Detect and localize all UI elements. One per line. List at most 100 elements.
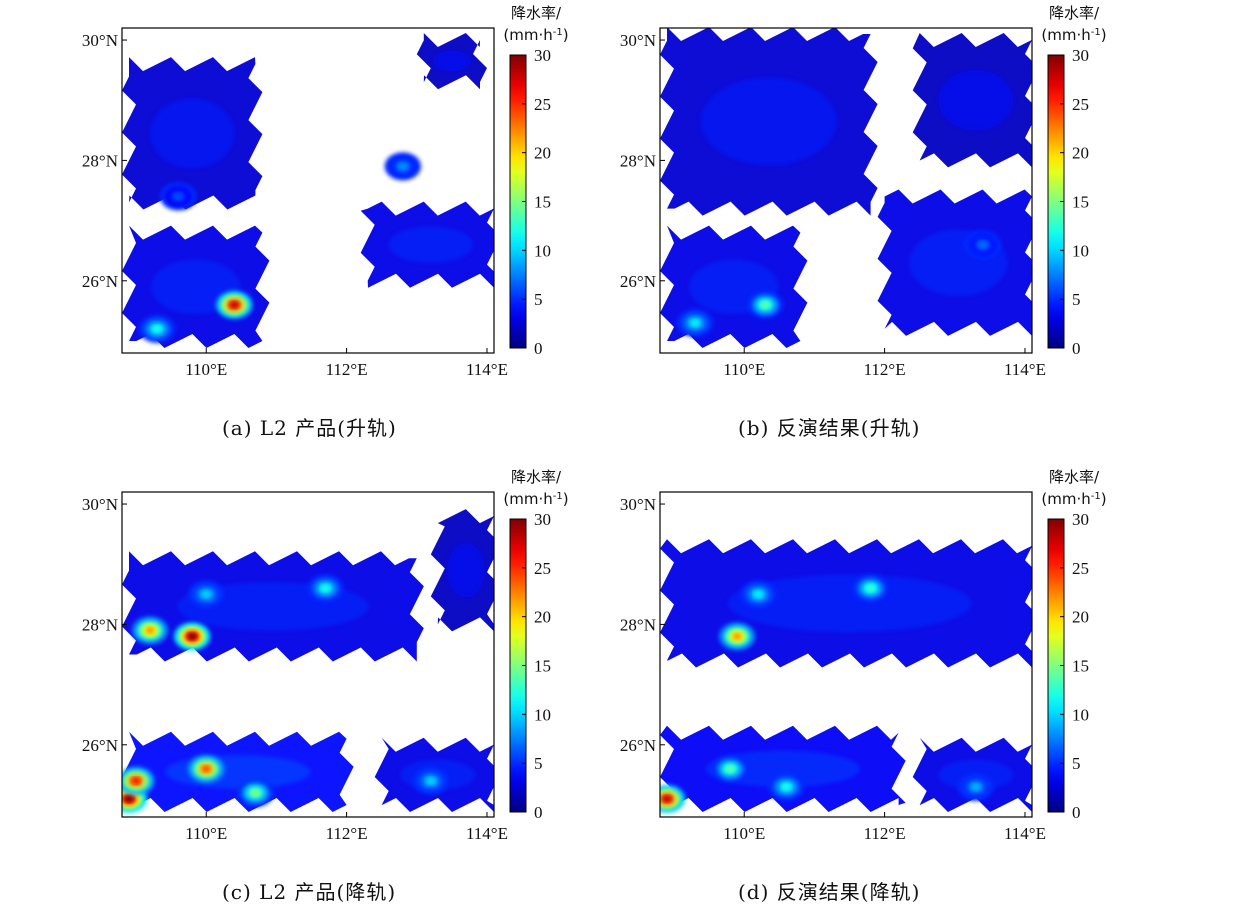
colorbar-tick-label: 25 [1072, 559, 1089, 578]
rain-region-core [727, 574, 972, 632]
rain-region-core [938, 70, 1014, 131]
rain-cell [398, 162, 408, 170]
rain-cell [690, 319, 700, 327]
x-tick-label: 110°E [185, 824, 227, 843]
rain-cell [201, 765, 211, 773]
rain-region-core [388, 226, 473, 263]
plot-frame [659, 491, 1033, 818]
rain-region-core [150, 98, 235, 168]
rain-cell [866, 584, 876, 592]
rain-cell [725, 765, 735, 773]
y-tick-label: 28°N [82, 151, 118, 170]
y-tick-label: 28°N [620, 615, 656, 634]
colorbar-tick-label: 10 [534, 705, 551, 724]
rain-cell [187, 632, 197, 640]
colorbar-tick-label: 5 [534, 290, 543, 309]
rain-cell [321, 584, 330, 592]
colorbar-tick-label: 15 [1072, 657, 1089, 676]
x-tick-label: 114°E [1004, 824, 1046, 843]
rain-cell [732, 632, 742, 640]
x-tick-label: 114°E [1004, 360, 1046, 379]
y-tick-label: 28°N [620, 151, 656, 170]
rain-cell [124, 795, 134, 803]
colorbar-title: 降水率/ [511, 468, 562, 486]
colorbar-tick-label: 25 [534, 95, 551, 114]
rain-cell [760, 301, 770, 309]
caption-a: (a) L2 产品(升轨) [222, 416, 397, 440]
rain-cell [971, 783, 981, 791]
precipitation-map-c: 110°E 112°E 114°E 30°N 28°N 26°N 0 5 10 15 20 25 30 降… [82, 468, 569, 843]
colorbar-title: 降水率/ [1049, 4, 1100, 22]
plot-frame [659, 27, 1033, 354]
rain-cell [781, 783, 791, 791]
caption-c: (c) L2 产品(降轨) [222, 880, 397, 904]
rain-cell [426, 777, 436, 785]
caption-d: (d) 反演结果(降轨) [738, 880, 921, 904]
colorbar-tick-label: 30 [1072, 46, 1089, 65]
colorbar-tick-label: 30 [534, 510, 551, 529]
colorbar-tick-label: 20 [534, 144, 551, 163]
chart-panel-d: 110°E 112°E 114°E 30°N 28°N 26°N 0 5 10 15 20 25 30 降… [538, 464, 1138, 914]
rain-region-core [433, 50, 471, 72]
y-tick-label: 26°N [620, 272, 656, 291]
colorbar-tick-label: 10 [1072, 705, 1089, 724]
rain-cell [173, 193, 183, 200]
colorbar-tick-label: 30 [1072, 510, 1089, 529]
y-tick-label: 30°N [620, 495, 656, 514]
x-tick-label: 112°E [326, 360, 368, 379]
colorbar-tick-label: 25 [534, 559, 551, 578]
colorbar-unit: (mm·h-1) [1041, 26, 1106, 44]
rain-cell [753, 590, 763, 598]
chart-panel-c: 110°E 112°E 114°E 30°N 28°N 26°N 0 5 10 15 20 25 30 降… [0, 464, 600, 914]
colorbar-tick-label: 0 [1072, 339, 1081, 358]
colorbar-tick-label: 0 [1072, 803, 1081, 822]
colorbar-unit: (mm·h-1) [503, 26, 568, 44]
rain-field-group [660, 28, 1032, 348]
colorbar-tick-label: 15 [1072, 193, 1089, 212]
plot-frame [121, 491, 495, 818]
y-tick-label: 30°N [82, 31, 118, 50]
y-tick-label: 28°N [82, 615, 118, 634]
rain-cell [145, 626, 155, 634]
rain-cell [131, 777, 141, 785]
colorbar-tick-label: 5 [1072, 754, 1081, 773]
x-tick-label: 114°E [466, 360, 508, 379]
x-tick-label: 114°E [466, 824, 508, 843]
caption-b: (b) 反演结果(升轨) [738, 416, 921, 440]
y-tick-label: 30°N [620, 31, 656, 50]
rain-region-core [701, 77, 837, 165]
colorbar-title: 降水率/ [511, 4, 562, 22]
x-tick-label: 110°E [185, 360, 227, 379]
rain-cell [152, 325, 162, 333]
colorbar-tick-label: 5 [1072, 290, 1081, 309]
x-tick-label: 112°E [864, 824, 906, 843]
rain-cell [662, 795, 672, 803]
precipitation-map-d: 110°E 112°E 114°E 30°N 28°N 26°N 0 5 10 15 20 25 30 降… [620, 468, 1107, 843]
rain-field-group [660, 539, 1032, 813]
colorbar-tick-label: 25 [1072, 95, 1089, 114]
colorbar-title: 降水率/ [1049, 468, 1100, 486]
colorbar-tick-label: 20 [534, 608, 551, 627]
y-tick-label: 26°N [82, 272, 118, 291]
rain-field-group [122, 509, 494, 813]
colorbar-unit: (mm·h-1) [1041, 490, 1106, 508]
y-tick-label: 26°N [82, 736, 118, 755]
rain-cell [201, 590, 211, 598]
colorbar-tick-label: 10 [1072, 241, 1089, 260]
rain-field-group [122, 33, 494, 348]
colorbar-tick-label: 15 [534, 193, 551, 212]
chart-panel-b: 110°E 112°E 114°E 30°N 28°N 26°N 0 5 10 15 20 25 30 降… [538, 0, 1138, 450]
y-tick-label: 26°N [620, 736, 656, 755]
rain-cell [978, 241, 988, 249]
x-tick-label: 110°E [723, 824, 765, 843]
colorbar-tick-label: 0 [534, 339, 543, 358]
y-tick-label: 30°N [82, 495, 118, 514]
rain-region-core [447, 543, 485, 598]
colorbar-tick-label: 0 [534, 803, 543, 822]
colorbar-tick-label: 15 [534, 657, 551, 676]
colorbar-tick-label: 20 [1072, 608, 1089, 627]
precipitation-map-a: 110°E 112°E 114°E 30°N 28°N 26°N 0 5 10 15 20 25 30 降… [82, 4, 569, 379]
rain-cell [250, 789, 260, 797]
colorbar-tick-label: 20 [1072, 144, 1089, 163]
precipitation-map-b: 110°E 112°E 114°E 30°N 28°N 26°N 0 5 10 15 20 25 30 降… [620, 4, 1107, 379]
